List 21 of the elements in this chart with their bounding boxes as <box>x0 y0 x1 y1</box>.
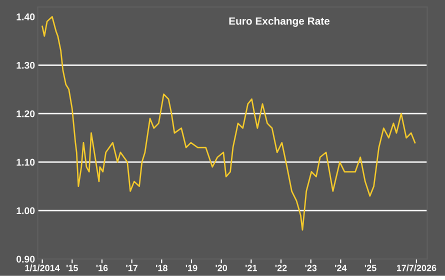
x-tick-label: '15 <box>66 264 78 272</box>
x-tick-label: 17/7/2026 <box>396 264 436 272</box>
x-tick-label: '18 <box>156 264 168 272</box>
y-tick-label: 1.20 <box>16 110 35 118</box>
x-tick-label: '24 <box>335 264 347 272</box>
x-tick-label: 1/1/2014 <box>25 264 60 272</box>
x-tick-label: '16 <box>96 264 108 272</box>
y-tick-label: 1.30 <box>16 62 35 69</box>
x-tick-label: '22 <box>275 264 287 272</box>
y-tick-label: 0.90 <box>16 256 35 263</box>
y-tick-label: 1.40 <box>16 13 35 20</box>
x-tick-label: '20 <box>216 264 228 272</box>
y-tick-label: 1.10 <box>16 158 35 166</box>
x-tick-label: '23 <box>305 264 317 272</box>
text: Euro Exchange Rate <box>229 17 330 27</box>
x-tick-label: '21 <box>246 264 258 272</box>
x-tick-label: '17 <box>126 264 138 272</box>
x-tick-label: '25 <box>364 264 376 272</box>
line-series <box>42 16 416 231</box>
x-tick-label: '19 <box>186 264 198 272</box>
y-tick-label: 1.00 <box>16 207 35 214</box>
